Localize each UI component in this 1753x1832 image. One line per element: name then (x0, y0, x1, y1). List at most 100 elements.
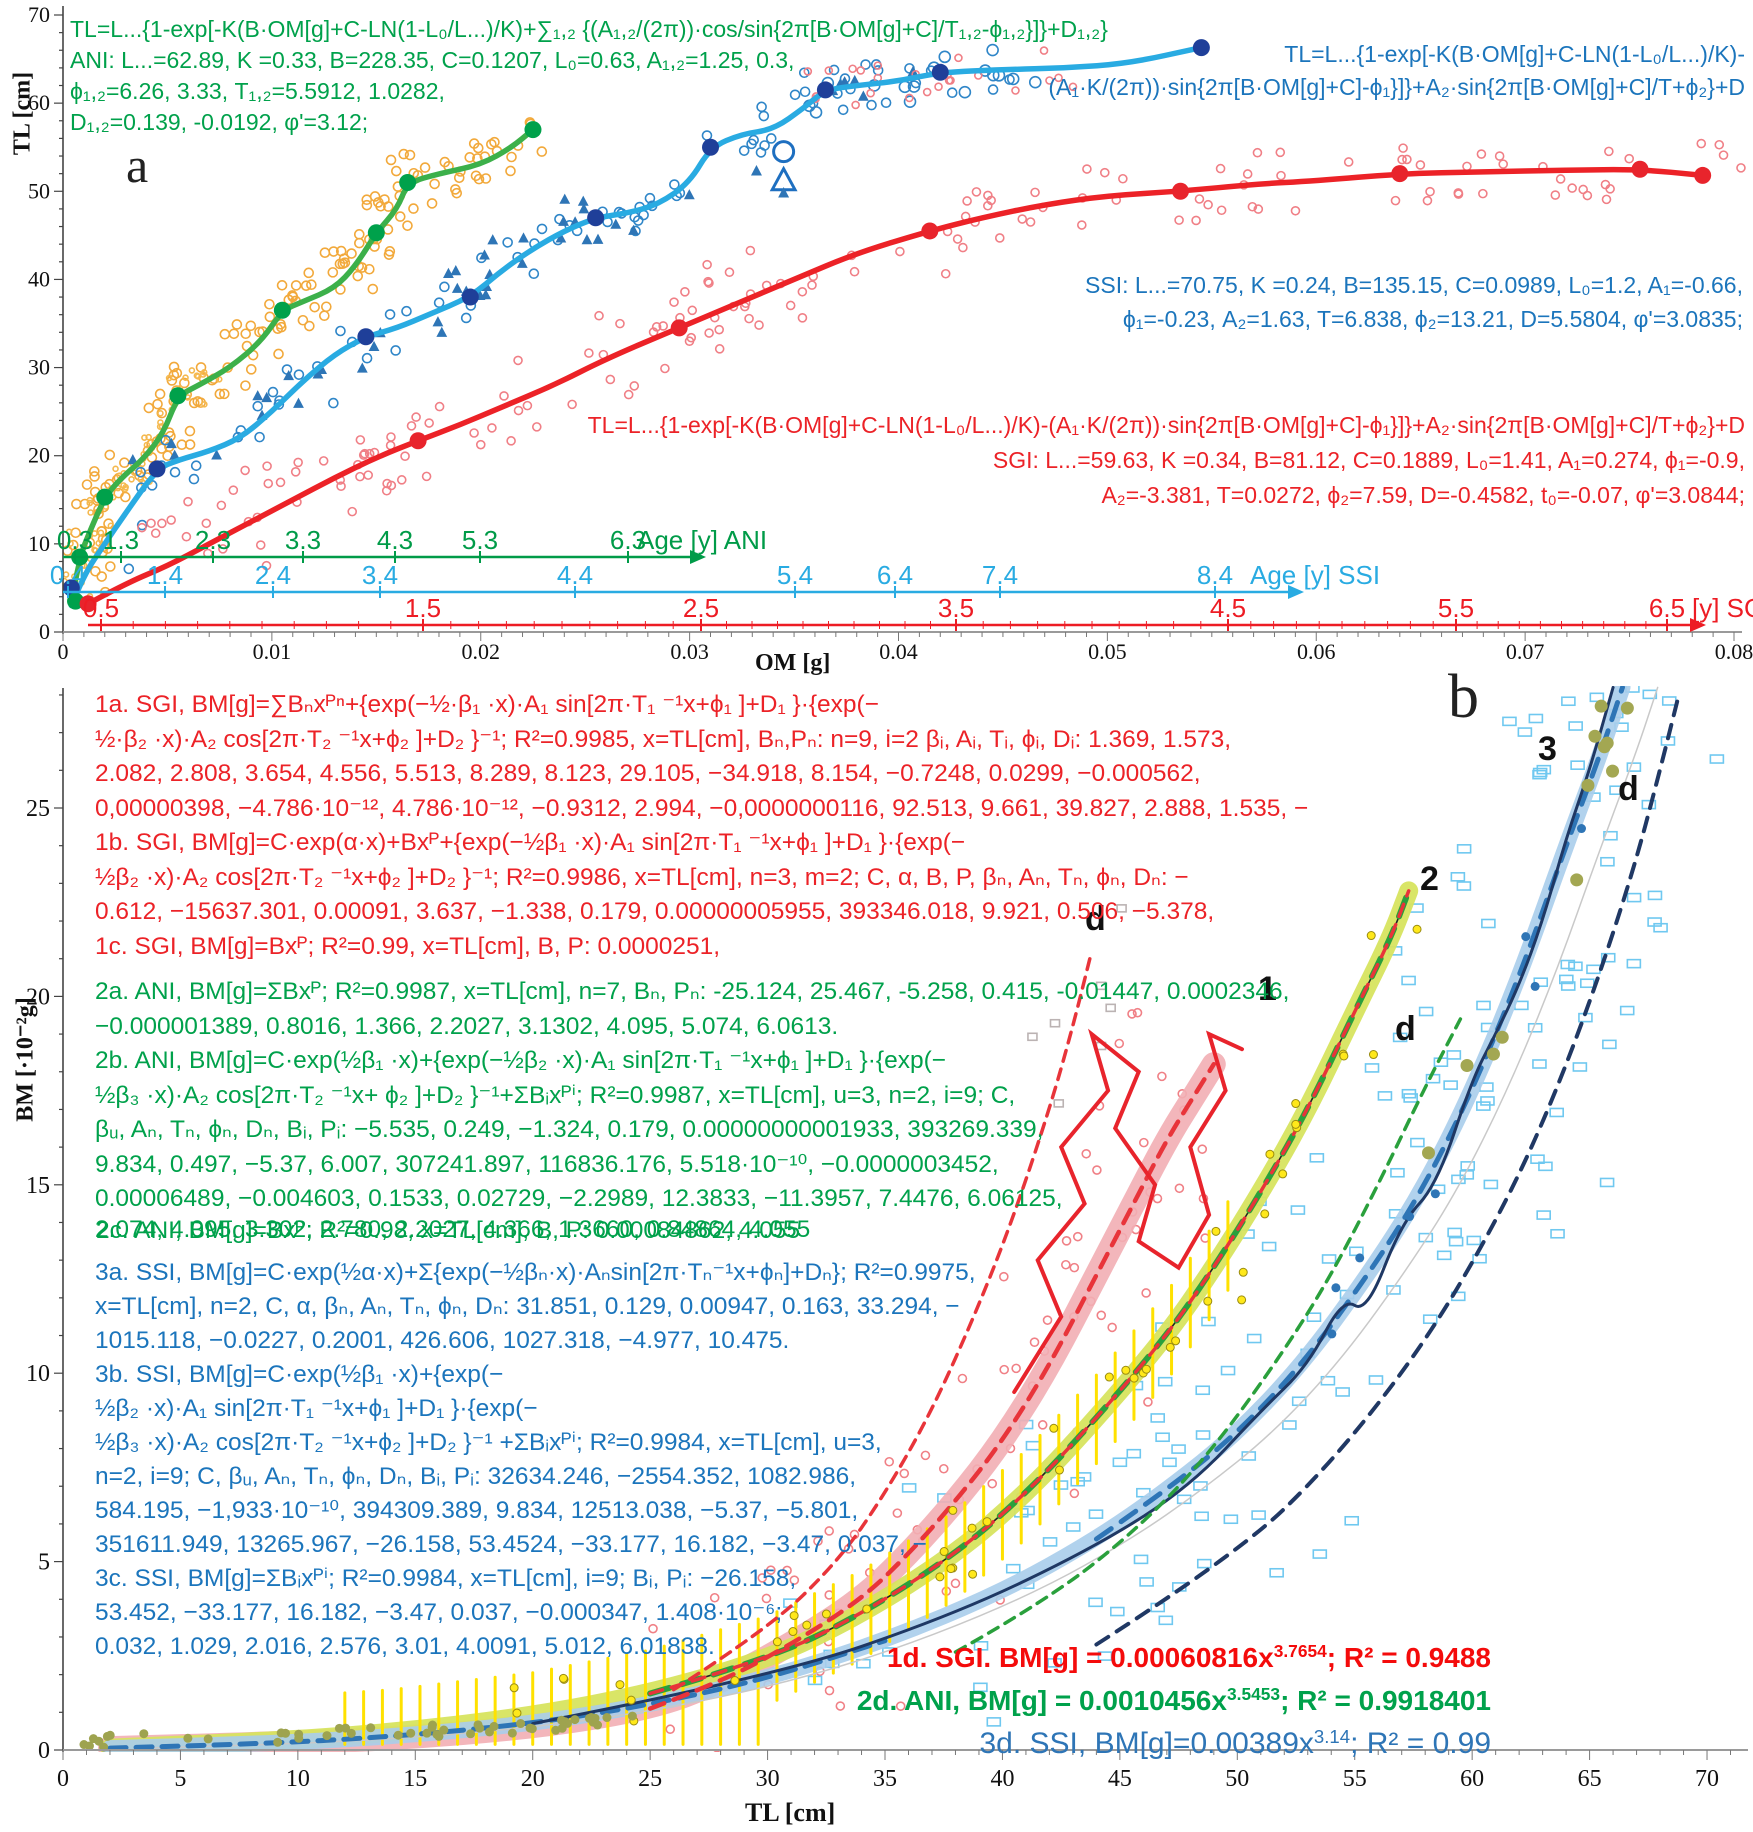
scatter-point (1096, 1310, 1107, 1321)
scatter-point (714, 344, 725, 354)
scatter-point (567, 399, 577, 410)
y-tick-label: 15 (26, 1173, 50, 1199)
x-tick-label: 55 (1343, 1766, 1367, 1792)
scatter-rect (1481, 918, 1496, 929)
age-tick-label: 4.4 (557, 560, 593, 590)
d-red (671, 949, 1094, 1692)
scatter-point (940, 268, 951, 279)
scatter-point (766, 1565, 776, 1575)
scatter-point (1152, 1193, 1163, 1204)
equation-line: SSI: L...=70.75, K =0.24, B=135.15, C=0.… (1085, 272, 1743, 298)
scatter-point (669, 297, 679, 307)
scatter-point (1238, 1267, 1248, 1277)
scatter-point (1476, 149, 1487, 159)
scatter-point (962, 196, 972, 206)
scatter-point (765, 133, 777, 144)
scatter-point (97, 529, 105, 537)
scatter-point (648, 1623, 658, 1634)
scatter-point (169, 466, 181, 478)
curve-label-d: d (1395, 1010, 1416, 1048)
scatter-rect (1600, 856, 1615, 867)
scatter-point (714, 324, 724, 335)
scatter-point (355, 435, 366, 445)
scatter-rect (1642, 689, 1658, 700)
equation-line: ½β₃ ·x)·A₂ cos[2π·T₂ ⁻¹x+ ϕ₂ ]+D₂ }⁻¹+ΣB… (95, 1081, 1016, 1109)
scatter-triangle (518, 232, 529, 243)
scatter-point (228, 328, 240, 340)
scatter-point (473, 173, 485, 185)
scatter-point (1157, 1071, 1167, 1082)
scatter-point (686, 332, 697, 343)
scatter-rect (1532, 769, 1547, 780)
scatter-point (593, 1720, 603, 1730)
scatter-point (1253, 204, 1264, 214)
scatter-rect (1088, 1509, 1104, 1519)
scatter-point (1718, 150, 1729, 160)
scatter-point (352, 270, 364, 282)
scatter-triangle (849, 74, 861, 86)
scatter-point (184, 425, 196, 437)
scatter-point (1405, 1212, 1415, 1222)
scatter-point (188, 397, 200, 409)
scatter-point (954, 53, 963, 63)
scatter-rect (973, 1641, 989, 1651)
x-tick-label: 60 (1460, 1766, 1484, 1792)
scatter-point (156, 443, 167, 454)
scatter-point (1498, 159, 1509, 169)
scatter-rect (1599, 1177, 1615, 1188)
curve-marker-ANI (273, 301, 291, 319)
scatter-rect (1568, 721, 1583, 731)
age-tick-label: 0.3 (57, 525, 93, 555)
scatter-point (91, 546, 98, 554)
scatter-point (848, 64, 857, 74)
exponent: 3.5453 (1226, 1684, 1281, 1705)
scatter-triangle (555, 232, 567, 243)
scatter-point (761, 1593, 772, 1604)
scatter-point (772, 1637, 782, 1647)
scatter-rect (1386, 1285, 1401, 1295)
scatter-point (484, 1727, 494, 1737)
curve-marker-SGI (79, 595, 97, 613)
curve-3-navy (531, 686, 1615, 1726)
scatter-triangle (451, 282, 463, 293)
equation-line: D₁,₂=0.139, -0.0192, φ'=3.12; (70, 109, 369, 135)
scatter-point (293, 457, 303, 468)
scatter-triangle (610, 218, 622, 229)
scatter-point (1736, 163, 1746, 173)
scatter-point (1252, 147, 1263, 158)
scatter-point (798, 67, 810, 79)
age-tick-label: 3.5 (938, 593, 974, 623)
age-axis-title: [y] SGI (1692, 593, 1753, 623)
equation-text: ; R² = 0.99 (1350, 1727, 1491, 1760)
scatter-point (821, 1609, 831, 1619)
scatter-point (281, 364, 293, 375)
curve-marker-ANI (169, 387, 187, 405)
scatter-triangle (443, 267, 454, 278)
equation-text: 2d. ANI, BM[g] = 0.0010456x (856, 1685, 1227, 1716)
scatter-point (188, 367, 196, 374)
scatter-point (835, 1701, 846, 1711)
scatter-rect (1530, 1154, 1545, 1164)
scatter-rect (1600, 952, 1616, 963)
scatter-rect (1559, 974, 1574, 985)
scatter-rect (1466, 1235, 1482, 1246)
scatter-point (1567, 183, 1577, 193)
scatter-point (938, 50, 952, 64)
age-tick-label: 3.3 (285, 525, 321, 555)
panel-b-x-axis-label: TL [cm] (745, 1798, 836, 1827)
scatter-rect (1447, 1227, 1462, 1238)
scatter-point (426, 198, 438, 209)
scatter-point (364, 263, 375, 275)
curve-marker-SGI (1631, 160, 1649, 178)
scatter-point (1339, 1051, 1349, 1061)
scatter-rect (1446, 1050, 1462, 1060)
scatter-rect (1580, 978, 1595, 989)
scatter-point (240, 465, 250, 476)
scatter-point (999, 1271, 1009, 1282)
scatter-point (176, 439, 188, 451)
curve-marker-SSI (587, 209, 605, 227)
scatter-point (1412, 924, 1422, 934)
scatter-point (240, 328, 252, 340)
scatter-rect (1261, 1241, 1277, 1252)
scatter-point (216, 500, 227, 511)
